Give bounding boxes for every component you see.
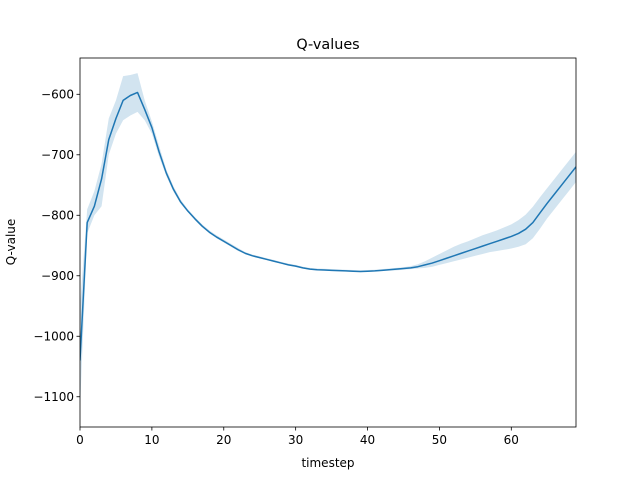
x-tick-label: 20 [216, 433, 231, 447]
x-tick-label: 60 [504, 433, 519, 447]
y-tick-label: −1000 [33, 330, 74, 344]
y-tick-label: −600 [41, 88, 74, 102]
y-tick-label: −800 [41, 209, 74, 223]
y-tick-label: −700 [41, 148, 74, 162]
x-tick-label: 10 [144, 433, 159, 447]
chart-title: Q-values [296, 37, 359, 53]
confidence-band [80, 73, 576, 409]
axis-ticks: 0 10 20 30 40 50 60 −1100 −1000 −900 −800 −700 −600 [33, 88, 519, 447]
q-value-line [80, 91, 576, 361]
plot-area [80, 73, 576, 409]
x-axis-label: timestep [301, 456, 354, 470]
x-tick-label: 0 [76, 433, 84, 447]
y-axis-label: Q-value [4, 219, 18, 266]
x-tick-label: 30 [288, 433, 303, 447]
x-tick-label: 50 [432, 433, 447, 447]
x-tick-label: 40 [360, 433, 375, 447]
y-tick-label: −1100 [33, 390, 74, 404]
y-tick-label: −900 [41, 269, 74, 283]
plot-frame [79, 57, 577, 428]
